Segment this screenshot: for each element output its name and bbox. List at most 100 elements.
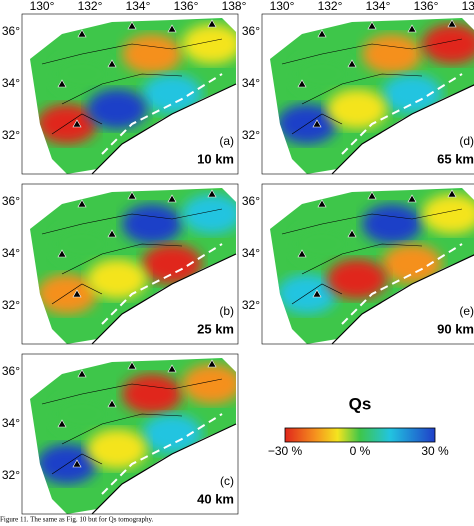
anomaly: [87, 259, 147, 299]
colorbar-label: −30 %: [268, 444, 303, 458]
depth-label: 65 km: [437, 151, 474, 166]
lat-label: 32°: [2, 128, 20, 142]
anomaly: [52, 394, 112, 434]
volcano: [447, 19, 457, 28]
volcano: [57, 419, 67, 428]
lat-label: 34°: [242, 246, 260, 260]
map-panel: (a) 10 km 130° 132° 134° 136° 138° 36° 34° 32°: [2, 0, 247, 175]
coastline: [41, 378, 223, 475]
depth-label: 25 km: [197, 321, 234, 336]
tomography: [30, 188, 236, 344]
anomaly: [327, 259, 387, 299]
lat-label: 32°: [242, 128, 260, 142]
lon-label: 130°: [270, 0, 295, 13]
anomaly: [362, 204, 422, 244]
frame: [261, 13, 474, 175]
trench: [331, 84, 474, 175]
tomography: [30, 358, 236, 514]
lat-label: 36°: [242, 194, 260, 208]
lat-label: 36°: [2, 24, 20, 38]
frame: [261, 183, 474, 345]
volcano: [77, 199, 87, 208]
panel-label: (a): [219, 134, 234, 148]
volcano: [57, 249, 67, 258]
volcano: [107, 229, 117, 238]
volcano: [57, 79, 67, 88]
volcano: [167, 364, 177, 373]
slab-contour: [101, 73, 223, 155]
volcano: [72, 119, 82, 128]
anomaly: [292, 224, 352, 264]
map-panel: (e) 90 km 36° 34° 32°: [242, 183, 474, 345]
anomaly: [182, 364, 236, 404]
lon-label: 132°: [318, 0, 343, 13]
volcano: [312, 119, 322, 128]
coastline: [281, 208, 463, 305]
trench: [91, 83, 237, 175]
lon-label: 130°: [30, 0, 55, 13]
anomaly: [382, 244, 442, 284]
caption: Figure 11. The same as Fig. 10 but for Q…: [0, 516, 154, 524]
lat-label: 36°: [2, 194, 20, 208]
colorbar-label: 0 %: [350, 444, 371, 458]
anomaly: [122, 374, 182, 414]
coastline: [281, 38, 463, 135]
volcano: [207, 189, 217, 198]
panel-label: (e): [459, 304, 474, 318]
lat-label: 34°: [2, 76, 20, 90]
depth-label: 40 km: [197, 491, 234, 506]
slab-contour: [341, 73, 463, 155]
coastline: [41, 208, 223, 305]
volcano: [77, 29, 87, 38]
lon-label: 138°: [462, 0, 474, 13]
slab-contour: [101, 413, 223, 495]
anomaly: [87, 429, 147, 469]
volcano: [367, 191, 377, 200]
trench: [91, 253, 237, 345]
lat-label: 36°: [242, 24, 260, 38]
volcano: [317, 29, 327, 38]
map-panel: (d) 65 km 130° 132° 134° 136° 138° 36° 34° 32°: [242, 0, 474, 175]
anomaly: [182, 24, 236, 64]
volcano: [312, 289, 322, 298]
volcano: [127, 361, 137, 370]
lat-label: 36°: [2, 364, 20, 378]
anomaly: [362, 34, 422, 74]
anomaly: [182, 194, 236, 234]
anomaly: [52, 54, 112, 94]
anomaly: [382, 74, 442, 114]
volcano: [77, 369, 87, 378]
volcano: [297, 79, 307, 88]
anomaly: [422, 24, 474, 64]
lat-label: 34°: [2, 246, 20, 260]
anomaly: [122, 204, 182, 244]
trench: [331, 254, 474, 345]
volcano: [167, 24, 177, 33]
coastline: [41, 38, 223, 135]
lat-label: 32°: [2, 298, 20, 312]
anomaly: [327, 89, 387, 129]
volcano: [367, 21, 377, 30]
colorbar-title: Qs: [349, 394, 372, 413]
lat-label: 34°: [2, 416, 20, 430]
anomaly: [422, 194, 474, 234]
anomaly: [292, 54, 352, 94]
volcano: [72, 289, 82, 298]
volcano: [207, 359, 217, 368]
depth-label: 10 km: [197, 151, 234, 166]
volcano: [447, 189, 457, 198]
frame: [21, 353, 239, 515]
volcano: [127, 191, 137, 200]
anomaly: [87, 89, 147, 129]
anomaly: [142, 74, 202, 114]
slab-contour: [101, 243, 223, 325]
lon-label: 138°: [222, 0, 247, 13]
panel-label: (d): [459, 134, 474, 148]
anomaly: [52, 224, 112, 264]
trench: [91, 423, 237, 515]
frame: [21, 183, 239, 345]
tomography: [30, 18, 236, 174]
volcano: [167, 194, 177, 203]
panel-label: (c): [220, 474, 234, 488]
